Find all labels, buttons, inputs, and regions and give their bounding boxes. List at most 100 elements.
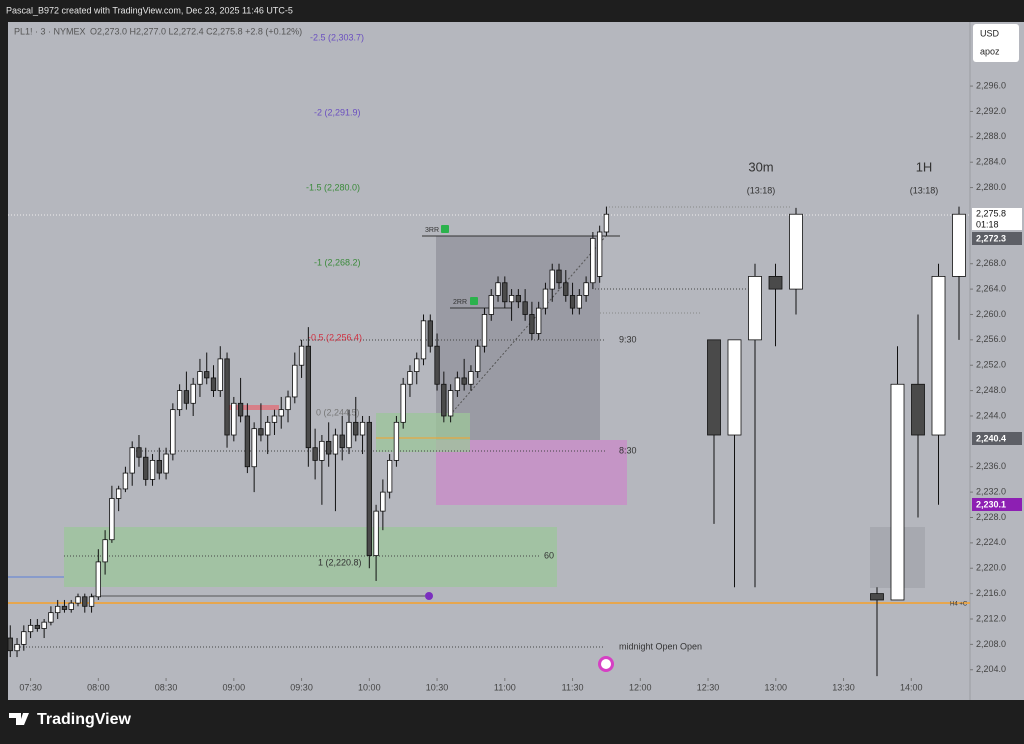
candle-body	[407, 371, 413, 385]
candle-body	[176, 390, 183, 411]
htf-name: 1H	[916, 159, 933, 174]
htf-timer: (13:18)	[910, 185, 939, 195]
zone-box	[227, 405, 279, 410]
candle-body	[292, 364, 298, 398]
y-tick-label: 2,232.0	[976, 486, 1006, 496]
time-label: 8:30	[619, 445, 637, 455]
x-tick-label: 10:30	[426, 682, 449, 692]
candle-body	[210, 377, 217, 392]
candle-body	[522, 301, 528, 315]
symbol-legend: PL1! · 3 · NYMEX	[14, 26, 86, 36]
y-tick-label: 2,220.0	[976, 563, 1006, 573]
y-tick-label: 2,296.0	[976, 80, 1006, 90]
candle-body	[312, 447, 318, 461]
candle-body	[231, 402, 237, 436]
price-tag-text: 2,230.1	[976, 499, 1006, 509]
candle-body	[366, 421, 372, 556]
candle-body	[502, 282, 508, 303]
candle-body	[569, 295, 576, 309]
y-tick-label: 2,212.0	[976, 613, 1006, 623]
candle-body	[400, 383, 406, 423]
candle-body	[590, 237, 596, 284]
y-tick-label: 2,256.0	[976, 334, 1006, 344]
candle-body	[61, 605, 68, 610]
brand: TradingView	[37, 711, 132, 728]
ohlc-legend: O2,273.0 H2,277.0 L2,272.4 C2,275.8 +2.8…	[90, 26, 302, 36]
x-tick-label: 11:00	[494, 682, 516, 692]
candle-body	[21, 631, 27, 645]
candle-body	[27, 624, 34, 633]
countdown-text: 01:18	[976, 219, 999, 229]
y-tick-label: 2,204.0	[976, 664, 1006, 674]
zone-box	[436, 236, 600, 440]
candle-body	[88, 596, 95, 607]
candle-body	[129, 447, 135, 474]
y-tick-label: 2,268.0	[976, 258, 1006, 268]
y-tick-label: 2,228.0	[976, 512, 1006, 522]
trend-line	[449, 235, 607, 416]
candle-body	[48, 612, 54, 623]
candle-body	[789, 213, 803, 290]
candle-body	[468, 371, 474, 385]
price-tag-text: 2,240.4	[976, 433, 1006, 443]
candle-body	[163, 453, 169, 474]
candle-body	[870, 593, 884, 601]
candle-body	[380, 491, 386, 512]
currency-code: USD	[980, 28, 1000, 38]
y-tick-label: 2,264.0	[976, 283, 1006, 293]
htf-name: 30m	[748, 159, 773, 174]
candle-body	[603, 213, 610, 233]
candle-body	[427, 320, 433, 347]
candle-body	[265, 421, 271, 436]
candle-body	[170, 409, 176, 455]
candle-body	[441, 383, 447, 417]
x-tick-label: 14:00	[900, 682, 923, 692]
candle-body	[495, 282, 501, 296]
candle-body	[890, 383, 905, 601]
candle-body	[102, 539, 108, 563]
candle-body	[339, 434, 345, 449]
fib-label: -0.5 (2,256.4)	[308, 332, 362, 342]
candle-body	[251, 428, 257, 468]
currency-box[interactable]	[973, 24, 1019, 62]
x-tick-label: 12:30	[697, 682, 720, 692]
zone-box	[376, 413, 470, 452]
footer	[0, 700, 1024, 744]
event-icon	[425, 592, 433, 600]
level-label: H4 +C	[950, 602, 968, 608]
price-tag-text: 2,272.3	[976, 233, 1006, 243]
logo-icon	[9, 713, 29, 725]
candle-body	[41, 621, 47, 629]
candle-body	[156, 459, 162, 474]
y-tick-label: 2,236.0	[976, 461, 1006, 471]
candle-body	[386, 459, 393, 493]
y-tick-label: 2,284.0	[976, 157, 1006, 167]
htf-timer: (13:18)	[747, 185, 776, 195]
price-axis	[970, 22, 1024, 700]
candle-body	[597, 231, 603, 277]
price-tag	[972, 498, 1022, 511]
candle-body	[373, 510, 379, 556]
candle-body	[305, 345, 311, 449]
x-tick-label: 08:00	[87, 682, 110, 692]
header-text: Pascal_B972 created with TradingView.com…	[6, 5, 293, 15]
y-tick-label: 2,292.0	[976, 106, 1006, 116]
candle-body	[461, 377, 467, 385]
candle-body	[224, 358, 230, 436]
candle-body	[488, 295, 494, 315]
candle-body	[748, 276, 762, 341]
candle-body	[434, 345, 440, 385]
candle-body	[508, 295, 515, 303]
candle-body	[481, 314, 488, 347]
candle-body	[420, 320, 427, 360]
candle-body	[55, 605, 61, 614]
candle-body	[393, 421, 400, 461]
fib-label: -2 (2,291.9)	[314, 107, 361, 117]
candle-body	[197, 371, 203, 385]
candle-body	[454, 377, 461, 392]
zone-box	[64, 527, 557, 587]
price-tag	[972, 208, 1022, 230]
y-tick-label: 2,208.0	[976, 639, 1006, 649]
currency-unit: apoz	[980, 46, 1000, 56]
